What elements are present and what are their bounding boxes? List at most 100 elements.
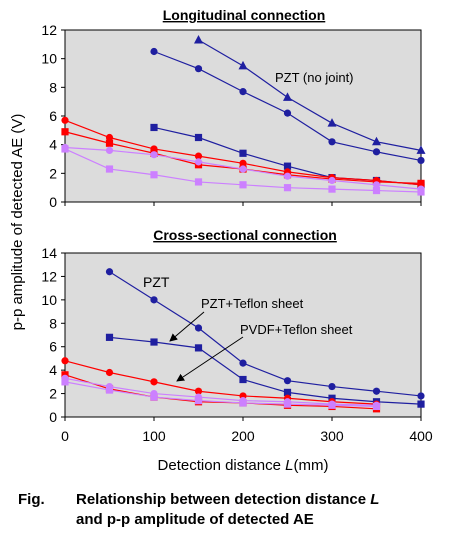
series-path xyxy=(64,360,377,405)
data-point xyxy=(194,152,203,160)
data-point xyxy=(61,378,69,386)
data-point xyxy=(372,181,381,189)
series-group xyxy=(61,268,425,413)
axis-ticks: 0 2 4 6 8 10 12 xyxy=(41,22,422,210)
data-point xyxy=(239,359,247,367)
y-tick-label: 10 xyxy=(41,292,57,308)
data-point xyxy=(194,158,203,166)
data-point xyxy=(283,388,292,396)
data-point xyxy=(372,387,381,395)
data-point xyxy=(283,377,292,385)
data-point xyxy=(328,401,336,409)
data-point xyxy=(194,387,203,395)
plot-area xyxy=(64,29,422,203)
data-point xyxy=(239,165,247,173)
data-point xyxy=(239,159,247,167)
data-point xyxy=(238,60,248,70)
y-axis-label: p-p amplitude of detected AE (V) xyxy=(9,114,26,331)
data-point xyxy=(283,162,292,170)
series-annotation: PVDF+Teflon sheet xyxy=(240,322,353,337)
data-point xyxy=(105,165,114,173)
y-tick-label: 0 xyxy=(49,409,57,425)
data-point xyxy=(194,133,203,142)
annotation-arrow xyxy=(169,311,205,342)
data-point xyxy=(328,185,336,193)
x-tick-label: 100 xyxy=(142,428,166,444)
data-point xyxy=(105,386,114,394)
series-path xyxy=(109,336,422,405)
data-point xyxy=(61,357,69,365)
series-line xyxy=(194,35,426,154)
data-point xyxy=(61,128,69,136)
series-line xyxy=(61,145,425,196)
data-point xyxy=(283,92,292,101)
data-point xyxy=(194,35,203,44)
data-point xyxy=(417,392,425,400)
data-point xyxy=(328,176,336,185)
data-point xyxy=(105,146,114,154)
data-point xyxy=(105,133,114,142)
y-tick-label: 2 xyxy=(49,386,57,402)
caption-line-1: Relationship between detection distance xyxy=(76,491,371,508)
data-point xyxy=(105,139,114,147)
data-point xyxy=(150,47,158,56)
x-tick-label: 400 xyxy=(409,428,433,444)
data-point xyxy=(417,156,425,165)
data-point xyxy=(417,400,425,408)
series-group xyxy=(61,35,426,196)
series-line xyxy=(150,47,425,165)
y-tick-label: 10 xyxy=(41,51,57,67)
data-point xyxy=(150,123,158,132)
data-point xyxy=(372,402,381,411)
series-annotation: PZT+Teflon sheet xyxy=(201,296,304,311)
data-point xyxy=(328,382,336,391)
data-point xyxy=(372,148,381,156)
caption-line-2: and p-p amplitude of detected AE xyxy=(76,511,314,528)
caption-label: Fig. xyxy=(18,491,45,508)
data-point xyxy=(327,118,337,127)
y-tick-label: 0 xyxy=(49,194,57,210)
data-point xyxy=(194,65,203,73)
series-line xyxy=(105,268,425,400)
data-point xyxy=(283,400,292,408)
chart-title: Cross-sectional connection xyxy=(153,227,337,243)
data-point xyxy=(372,136,381,146)
data-point xyxy=(105,368,114,377)
data-point xyxy=(105,333,114,341)
chart-title: Longitudinal connection xyxy=(163,7,326,23)
data-point xyxy=(150,151,158,159)
data-point xyxy=(150,393,158,401)
y-tick-label: 6 xyxy=(49,108,57,124)
data-point xyxy=(239,88,247,96)
y-tick-label: 2 xyxy=(49,165,57,181)
x-tick-label: 300 xyxy=(320,428,344,444)
x-axis-label: Detection distance L(mm) xyxy=(158,457,329,474)
data-point xyxy=(239,399,247,407)
y-tick-label: 12 xyxy=(41,268,57,284)
y-tick-label: 14 xyxy=(41,245,57,261)
data-point xyxy=(150,171,158,179)
series-annotation: PZT xyxy=(143,274,170,290)
data-point xyxy=(61,116,69,124)
data-point xyxy=(105,268,114,276)
caption-text: Relationship between detection distance … xyxy=(76,490,446,530)
y-tick-label: 8 xyxy=(49,315,57,331)
data-point xyxy=(194,344,203,352)
y-tick-label: 4 xyxy=(49,362,57,378)
caption-variable: L xyxy=(370,491,380,508)
x-tick-label: 200 xyxy=(231,428,255,444)
data-point xyxy=(194,178,203,186)
series-line xyxy=(61,378,381,411)
data-point xyxy=(417,179,425,187)
data-point xyxy=(328,138,336,146)
y-tick-label: 4 xyxy=(49,137,57,153)
x-tick-label: 0 xyxy=(61,428,69,444)
data-point xyxy=(239,375,247,384)
series-path xyxy=(198,39,422,151)
axis-ticks: 0 2 4 6 8 10 12 14 0 100 200 300 400 xyxy=(41,245,432,444)
data-point xyxy=(150,338,158,346)
data-point xyxy=(372,186,381,195)
y-tick-label: 6 xyxy=(49,339,57,355)
data-point xyxy=(283,109,292,117)
